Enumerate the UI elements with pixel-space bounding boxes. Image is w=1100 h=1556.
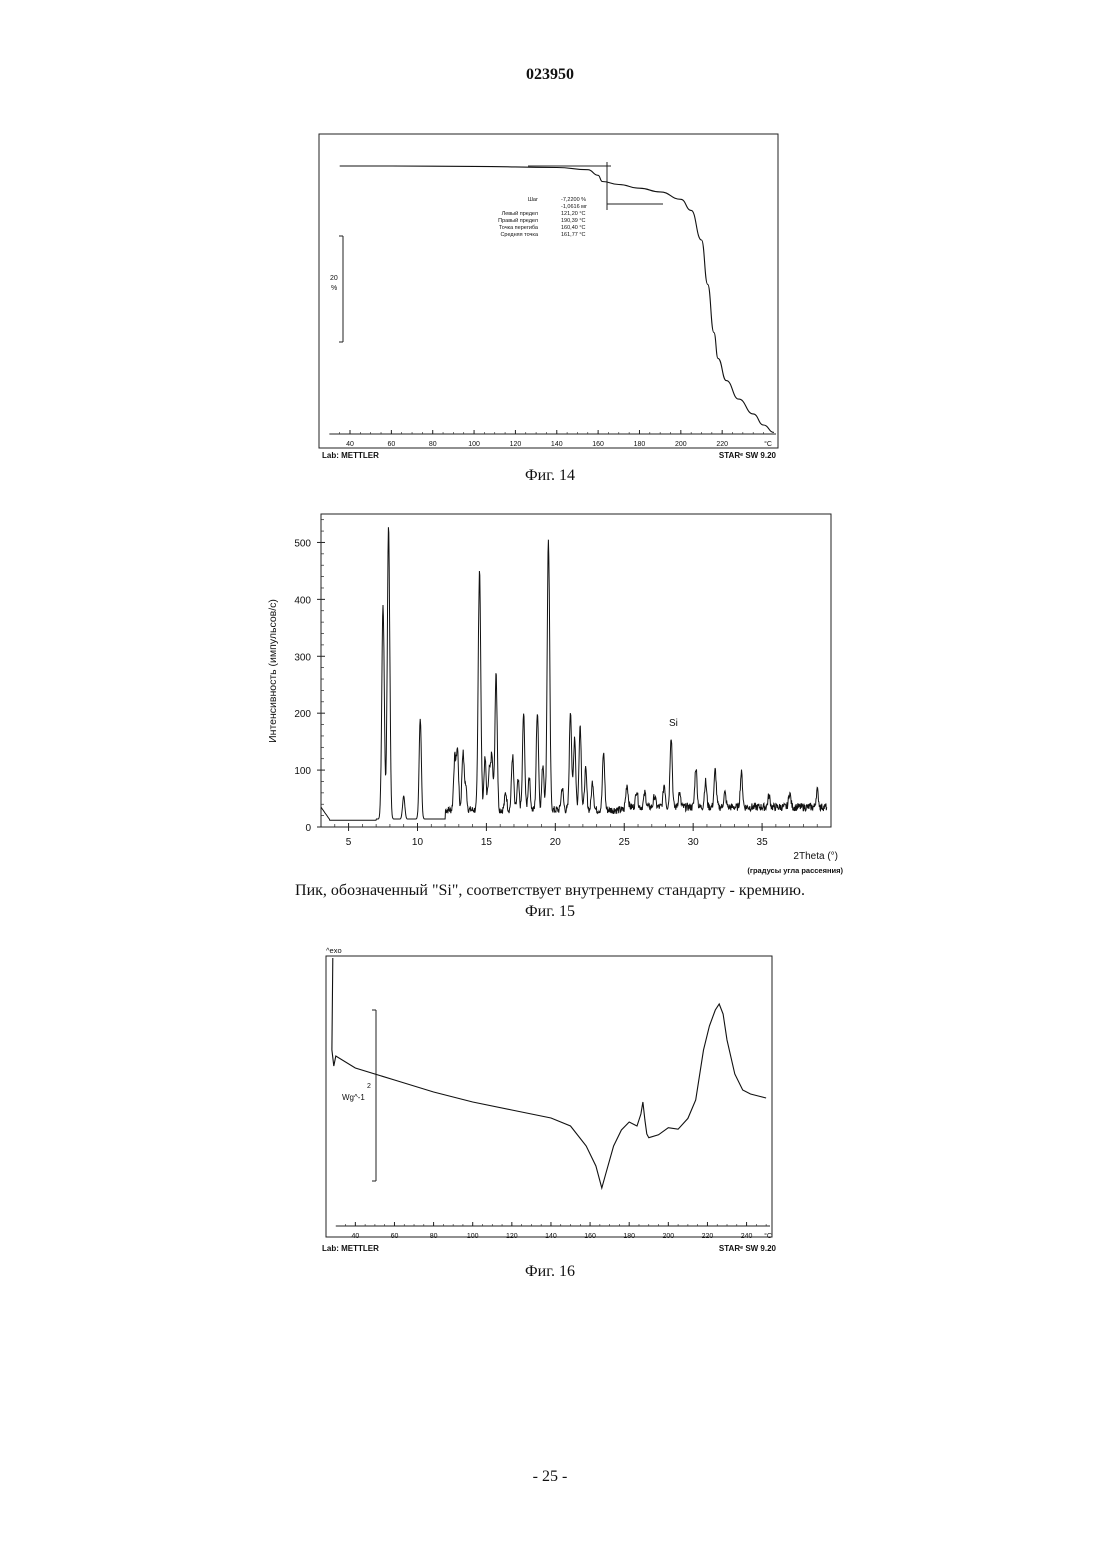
figure-14-tga-curve	[340, 166, 774, 432]
figure-16-lab-label: Lab: METTLER	[322, 1244, 379, 1253]
annotation-label-inflection: Точка перегиба	[499, 225, 539, 231]
annotation-value-right-limit: 190,39 °C	[561, 218, 586, 224]
figure-16-scale-unit: Wg^-1	[342, 1093, 365, 1102]
figure-16-x-tick-label: 120	[506, 1233, 518, 1240]
figure-16-x-unit: °C	[764, 1232, 772, 1240]
figure-14-step-markers	[528, 162, 663, 210]
figure-14-x-tick-label: 200	[675, 441, 687, 448]
figure-14-x-tick-label: 80	[429, 441, 437, 448]
figure-15-x-tick-label: 10	[412, 837, 424, 848]
annotation-label-midpoint: Средняя точка	[500, 232, 538, 238]
annotation-label-step: Шаг	[528, 197, 538, 203]
figure-15-si-peak-label: Si	[669, 718, 678, 729]
figure-16-scale-bar: 2 Wg^-1	[342, 1010, 376, 1181]
figure-14-chart: 40 60 80 100 120 140 160 180 200 220 °C 20 % Шаг -…	[318, 130, 783, 460]
figure-16-x-tick-label: 160	[584, 1233, 596, 1240]
figure-14-scale-value: 20	[330, 275, 338, 282]
figure-16-caption: Фиг. 16	[0, 1263, 1100, 1281]
figure-15-x-tick-label: 30	[688, 837, 700, 848]
figure-15-y-tick-label: 100	[294, 766, 311, 777]
figure-16-x-tick-label: 180	[623, 1233, 635, 1240]
figure-15-x-axis-label: 2Theta (°)	[793, 851, 838, 862]
figure-16-x-tick-label: 200	[662, 1233, 674, 1240]
figure-15-y-tick-label: 400	[294, 595, 311, 606]
figure-15-x-tick-label: 5	[346, 837, 352, 848]
figure-15-x-tick-label: 20	[550, 837, 562, 848]
figure-16-x-tick-label: 220	[702, 1233, 714, 1240]
figure-16-exo-label: ^exo	[326, 946, 342, 955]
annotation-value-inflection: 160,40 °C	[561, 225, 586, 231]
figure-15-y-tick-label: 300	[294, 652, 311, 663]
figure-14-scale-unit: %	[331, 285, 337, 292]
annotation-value-step-percent: -7,2200 %	[561, 197, 586, 203]
figure-16-x-tick-label: 40	[351, 1233, 359, 1240]
figure-15-y-tick-label: 0	[305, 823, 311, 834]
page-number: - 25 -	[0, 1468, 1100, 1486]
figure-15-xrd-pattern	[321, 527, 827, 820]
figure-14-lab-label: Lab: METTLER	[322, 451, 379, 460]
figure-14-x-tick-label: 40	[346, 441, 354, 448]
figure-15-chart: 0 100 200 300 400 500 5 10 15 20 25 30 35 Si Интенси…	[255, 505, 855, 880]
figure-15-note: Пик, обозначенный "Si", соответствует вн…	[0, 882, 1100, 900]
figure-16-chart: ^exo 40 60 80 100 120 140 160 180 200 220 240 °C 2 …	[318, 940, 783, 1258]
figure-15-x-tick-label: 25	[619, 837, 631, 848]
figure-14-annotation-table: Шаг -7,2200 % -1,0616 мг Левый предел 12…	[498, 197, 587, 238]
figure-14-x-tick-label: 160	[592, 441, 604, 448]
figure-15-y-axis-label: Интенсивность (импульсов/с)	[267, 599, 279, 743]
annotation-label-left-limit: Левый предел	[502, 210, 538, 217]
figure-14-caption: Фиг. 14	[0, 467, 1100, 485]
annotation-value-step-mass: -1,0616 мг	[561, 204, 587, 210]
figure-14-x-tick-label: 60	[387, 441, 395, 448]
figure-16-x-tick-label: 60	[391, 1233, 399, 1240]
figure-14-x-tick-label: 140	[551, 441, 563, 448]
annotation-value-left-limit: 121,20 °C	[561, 211, 586, 217]
figure-16-x-tick-label: 80	[430, 1233, 438, 1240]
figure-14-x-tick-label: 220	[716, 441, 728, 448]
figure-15-y-tick-label: 500	[294, 538, 311, 549]
figure-15-y-tick-label: 200	[294, 709, 311, 720]
figure-16-software-label: STARᵉ SW 9.20	[719, 1244, 777, 1253]
figure-14-software-label: STARᵉ SW 9.20	[719, 451, 777, 460]
figure-15-x-tick-label: 35	[757, 837, 769, 848]
figure-15-x-axis-sublabel: (градусы угла рассеяния)	[747, 866, 843, 875]
annotation-value-midpoint: 161,77 °C	[561, 232, 586, 238]
figure-14-x-tick-label: 120	[510, 441, 522, 448]
figure-16-frame	[326, 956, 772, 1237]
annotation-label-right-limit: Правый предел	[498, 217, 538, 224]
document-number: 023950	[0, 66, 1100, 84]
figure-16-x-tick-label: 240	[741, 1233, 753, 1240]
figure-14-x-tick-label: 180	[634, 441, 646, 448]
figure-16-x-tick-label: 100	[467, 1233, 479, 1240]
figure-15-axes: 0 100 200 300 400 500 5 10 15 20 25 30 35	[294, 520, 817, 848]
figure-14-ticks: 40 60 80 100 120 140 160 180 200 220 °C	[329, 430, 776, 448]
figure-15-x-tick-label: 15	[481, 837, 493, 848]
figure-14-x-unit: °C	[764, 440, 772, 448]
figure-14-scale-bar: 20 %	[330, 236, 343, 342]
figure-14-x-tick-label: 100	[468, 441, 480, 448]
figure-15-caption: Фиг. 15	[0, 903, 1100, 921]
figure-16-x-tick-label: 140	[545, 1233, 557, 1240]
figure-16-dsc-curve	[332, 958, 766, 1188]
figure-16-scale-value: 2	[367, 1083, 371, 1090]
